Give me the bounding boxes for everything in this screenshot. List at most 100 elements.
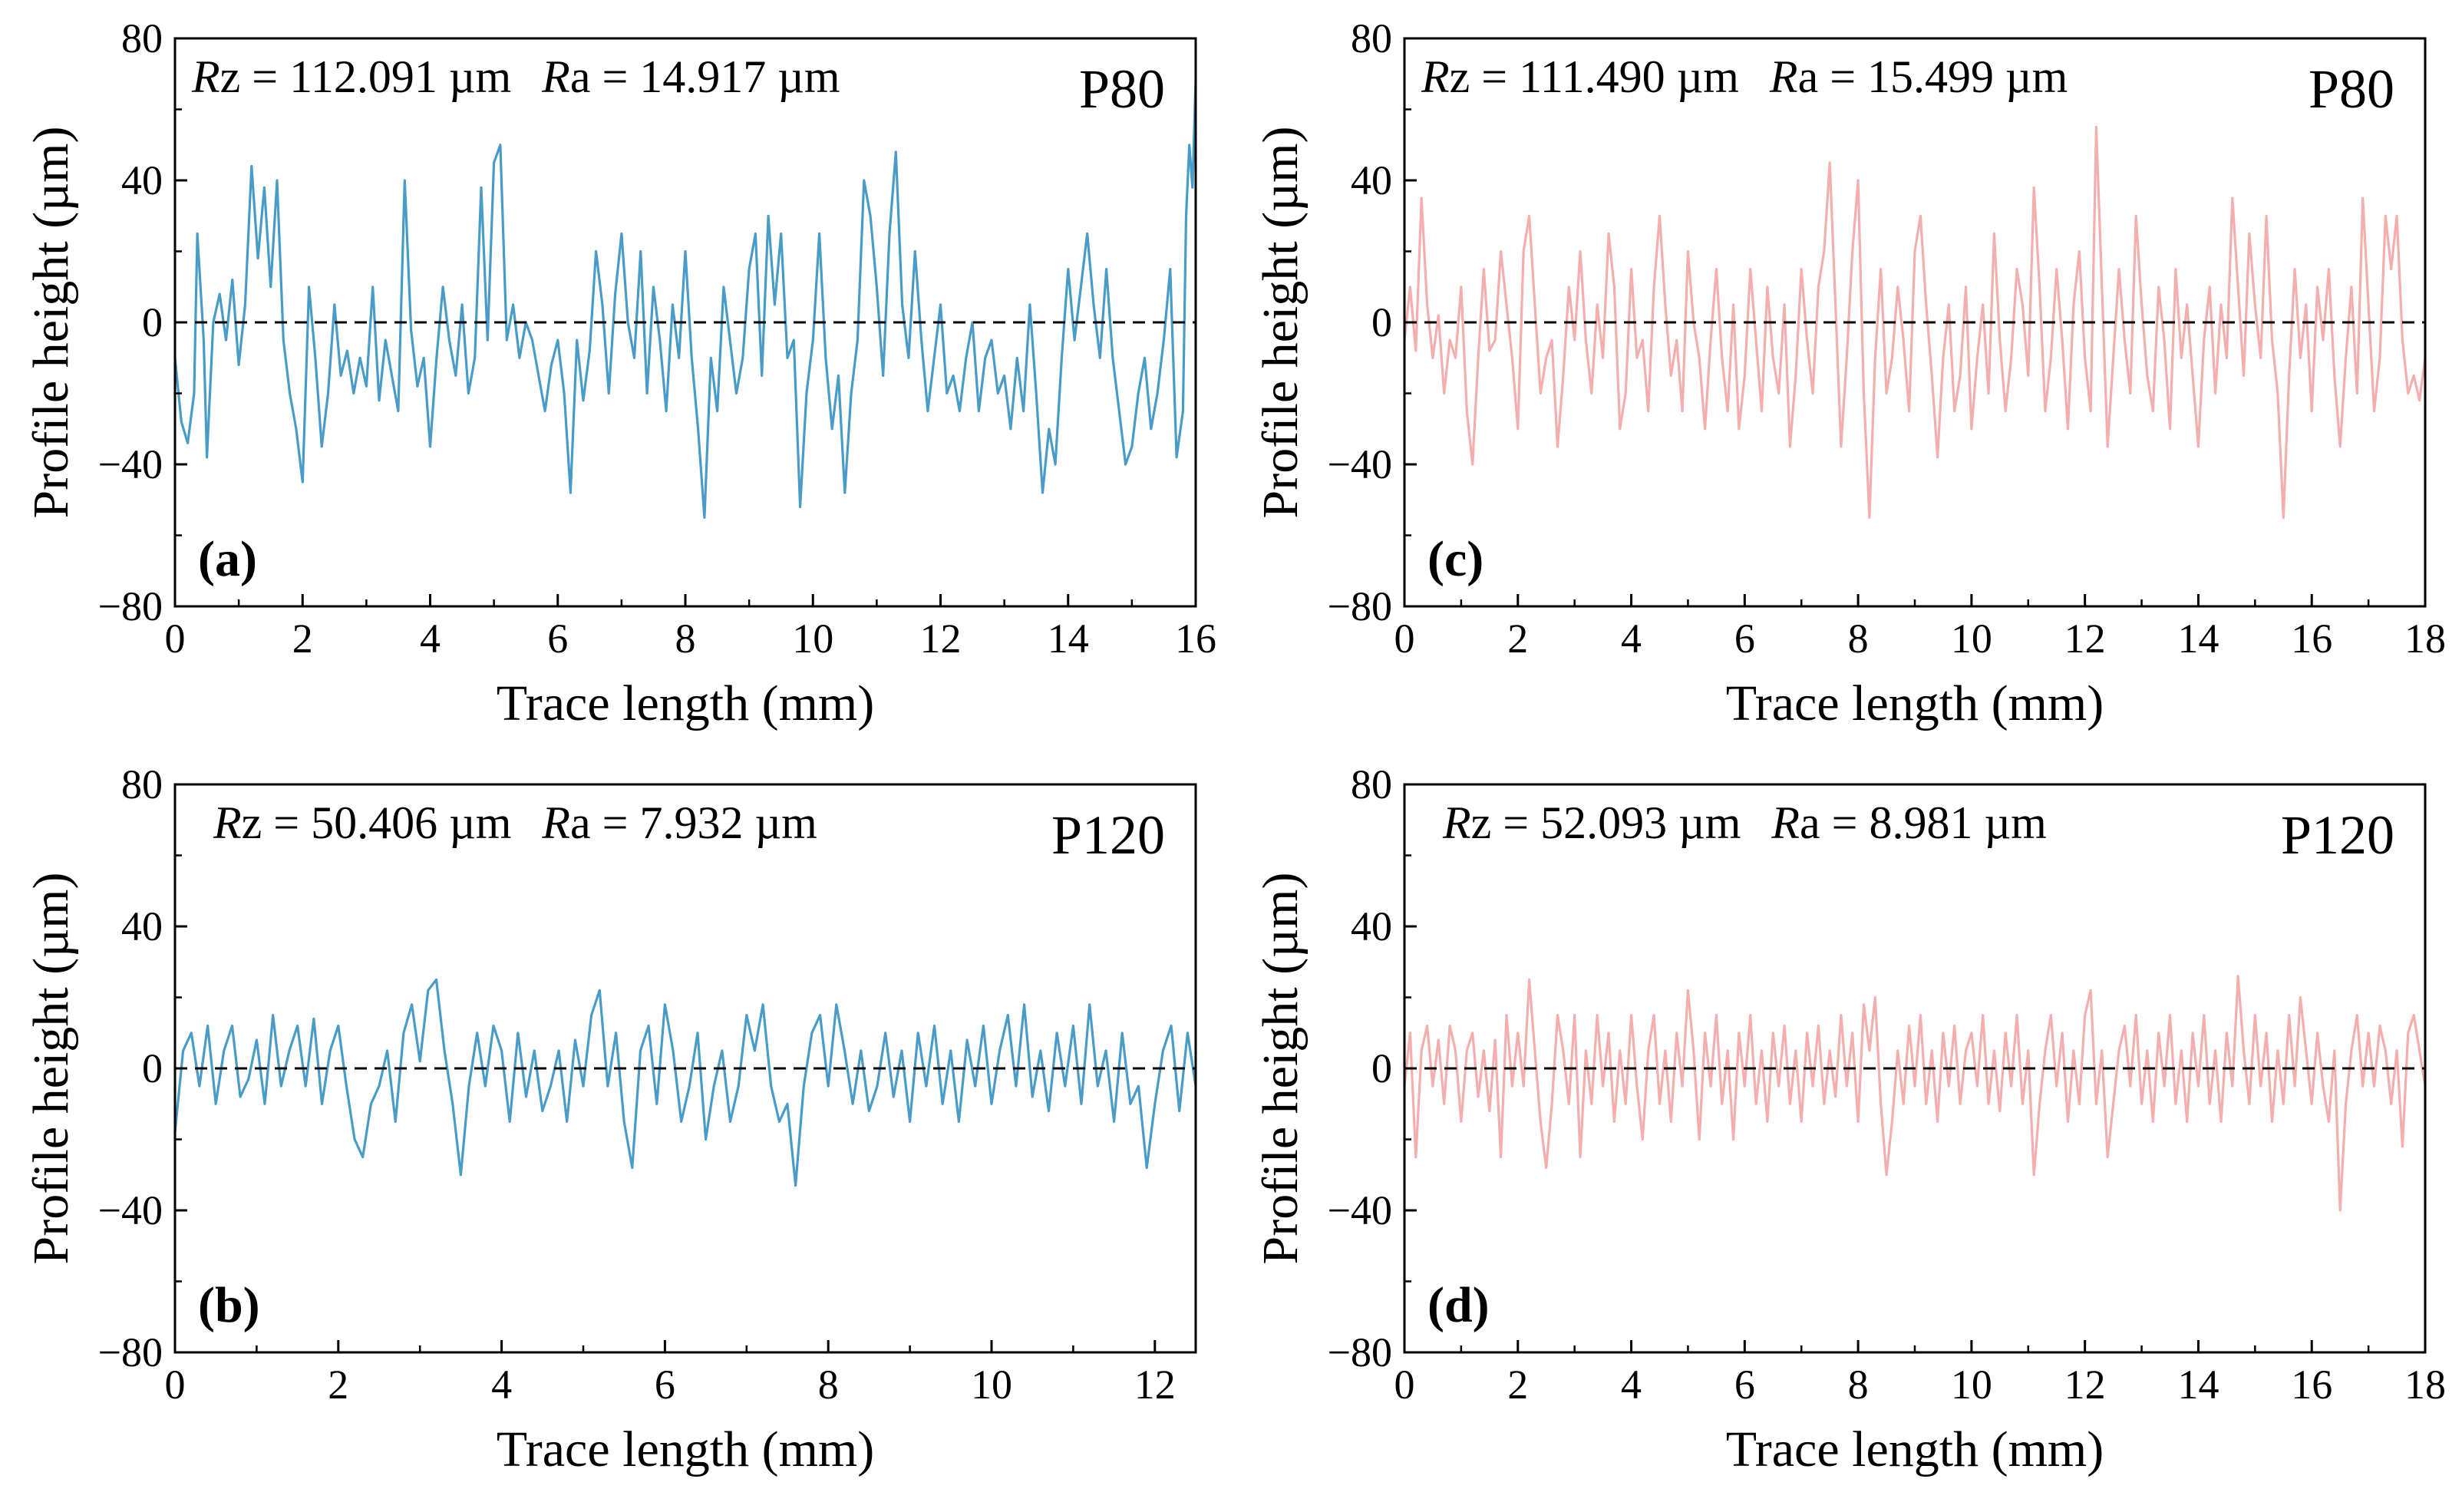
x-tick-label: 12 xyxy=(920,616,962,662)
y-tick-label: −80 xyxy=(1328,1329,1392,1375)
y-tick-label: 80 xyxy=(121,761,163,807)
annotation-ra-sub: a xyxy=(570,51,591,102)
annotation-rz-symbol: R xyxy=(213,797,242,848)
annotation-ra-symbol: R xyxy=(1769,51,1798,102)
x-tick-label: 2 xyxy=(328,1362,348,1408)
chart-panel-4: 0 2 4 6 8 10 12 14 16 18 −80 −40 0 40 80 Trace length (… xyxy=(1252,761,2446,1477)
x-tick-label: 2 xyxy=(292,616,313,662)
annotation-ra-sub: a xyxy=(1798,51,1819,102)
annotation-rz-symbol: R xyxy=(1442,797,1471,848)
x-tick-label: 10 xyxy=(1951,616,1992,662)
grit-label: P120 xyxy=(1051,804,1165,866)
annotation-ra-sub: a xyxy=(1800,797,1820,848)
y-tick-label: 0 xyxy=(142,299,163,345)
x-axis-title: Trace length (mm) xyxy=(497,675,874,731)
y-tick-label: 40 xyxy=(121,157,163,203)
x-tick-label: 16 xyxy=(2291,616,2332,662)
y-tick-label: −80 xyxy=(98,1329,163,1375)
x-tick-label: 12 xyxy=(2064,1362,2106,1408)
roughness-annotation: Rz = 111.490 µm Ra = 15.499 µm xyxy=(1421,51,2068,102)
y-tick-label: 0 xyxy=(1371,299,1392,345)
y-tick-label: −40 xyxy=(1328,441,1392,487)
series-line xyxy=(173,81,1197,519)
x-tick-label: 16 xyxy=(1175,616,1216,662)
x-axis-title: Trace length (mm) xyxy=(1726,675,2104,731)
x-tick-label: 2 xyxy=(1507,1362,1528,1408)
annotation-ra-value: = 8.981 µm xyxy=(1820,797,2047,848)
grit-label: P80 xyxy=(1079,58,1165,120)
y-tick-label: −40 xyxy=(98,441,163,487)
annotation-ra-value: = 15.499 µm xyxy=(1818,51,2068,102)
y-tick-label: −40 xyxy=(1328,1187,1392,1233)
x-tick-label: 6 xyxy=(1734,1362,1755,1408)
chart-panel-1: 0 2 4 6 8 10 12 14 16 −80 −40 0 40 80 Trace length (mm… xyxy=(23,15,1216,731)
annotation-ra-sub: a xyxy=(570,797,591,848)
roughness-annotation: Rz = 112.091 µm Ra = 14.917 µm xyxy=(191,51,840,102)
series-line xyxy=(1403,975,2427,1212)
roughness-annotation: Rz = 50.406 µm Ra = 7.932 µm xyxy=(213,797,817,848)
y-tick-label: −80 xyxy=(98,583,163,629)
y-axis-title: Profile height (µm) xyxy=(1252,873,1309,1265)
y-tick-label: 40 xyxy=(121,903,163,949)
annotation-rz-sub: z xyxy=(242,797,262,848)
x-axis-title: Trace length (mm) xyxy=(497,1421,874,1477)
x-tick-label: 12 xyxy=(1134,1362,1176,1408)
y-tick-label: −40 xyxy=(98,1187,163,1233)
x-tick-label: 12 xyxy=(2064,616,2106,662)
x-tick-label: 0 xyxy=(1394,1362,1415,1408)
annotation-rz-value: = 50.406 µm xyxy=(262,797,511,848)
x-tick-label: 6 xyxy=(655,1362,675,1408)
y-tick-label: 40 xyxy=(1351,903,1392,949)
x-tick-label: 10 xyxy=(971,1362,1012,1408)
x-tick-label: 6 xyxy=(1734,616,1755,662)
x-tick-label: 0 xyxy=(165,1362,186,1408)
chart-panel-3: 0 2 4 6 8 10 12 14 16 18 −80 −40 0 40 80 Trace length (… xyxy=(1252,15,2446,731)
x-tick-label: 4 xyxy=(491,1362,512,1408)
x-tick-label: 2 xyxy=(1507,616,1528,662)
x-tick-label: 14 xyxy=(1048,616,1089,662)
y-tick-label: 0 xyxy=(142,1045,163,1091)
x-tick-label: 18 xyxy=(2404,1362,2446,1408)
annotation-ra-symbol: R xyxy=(541,797,570,848)
y-tick-label: 40 xyxy=(1351,157,1392,203)
annotation-rz-value: = 112.091 µm xyxy=(240,51,511,102)
panel-label: (b) xyxy=(198,1277,260,1333)
x-tick-label: 8 xyxy=(818,1362,839,1408)
y-axis-title: Profile height (µm) xyxy=(1252,127,1309,519)
annotation-ra-symbol: R xyxy=(541,51,570,102)
x-tick-label: 4 xyxy=(1621,1362,1642,1408)
x-tick-label: 16 xyxy=(2291,1362,2332,1408)
annotation-ra-value: = 14.917 µm xyxy=(590,51,840,102)
annotation-rz-sub: z xyxy=(220,51,241,102)
series-line xyxy=(173,978,1197,1187)
panel-label: (c) xyxy=(1427,531,1483,587)
x-tick-label: 0 xyxy=(1394,616,1415,662)
x-tick-label: 14 xyxy=(2177,616,2219,662)
y-tick-label: 80 xyxy=(1351,15,1392,61)
x-tick-label: 18 xyxy=(2404,616,2446,662)
roughness-annotation: Rz = 52.093 µm Ra = 8.981 µm xyxy=(1442,797,2047,848)
grit-label: P80 xyxy=(2309,58,2394,120)
x-tick-label: 8 xyxy=(1848,616,1869,662)
x-tick-label: 8 xyxy=(1848,1362,1869,1408)
annotation-ra-value: = 7.932 µm xyxy=(591,797,817,848)
x-tick-label: 14 xyxy=(2177,1362,2219,1408)
panel-label: (a) xyxy=(198,531,257,587)
y-axis-title: Profile height (µm) xyxy=(23,873,79,1265)
annotation-rz-sub: z xyxy=(1450,51,1470,102)
annotation-rz-symbol: R xyxy=(191,51,220,102)
annotation-ra-symbol: R xyxy=(1771,797,1800,848)
panel-label: (d) xyxy=(1427,1277,1490,1333)
annotation-rz-sub: z xyxy=(1471,797,1492,848)
y-axis-title: Profile height (µm) xyxy=(23,127,79,519)
y-tick-label: 0 xyxy=(1371,1045,1392,1091)
x-tick-label: 10 xyxy=(792,616,833,662)
x-tick-label: 0 xyxy=(165,616,186,662)
y-tick-label: −80 xyxy=(1328,583,1392,629)
chart-panel-2: 0 2 4 6 8 10 12 −80 −40 0 40 80 Trace length (mm) Pro… xyxy=(23,761,1197,1477)
grit-label: P120 xyxy=(2281,804,2394,866)
annotation-rz-value: = 111.490 µm xyxy=(1470,51,1739,102)
annotation-rz-value: = 52.093 µm xyxy=(1491,797,1741,848)
y-tick-label: 80 xyxy=(121,15,163,61)
